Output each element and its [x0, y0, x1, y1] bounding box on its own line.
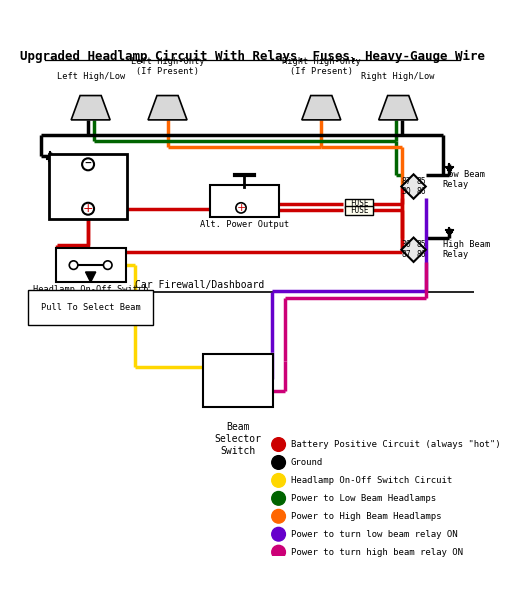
FancyBboxPatch shape	[345, 199, 373, 208]
Text: Left High/Low: Left High/Low	[56, 71, 125, 80]
Text: Left High-Only
(If Present): Left High-Only (If Present)	[131, 57, 204, 76]
Text: Power to Low Beam Headlamps: Power to Low Beam Headlamps	[291, 494, 436, 503]
Text: Low Beam
Relay: Low Beam Relay	[443, 170, 484, 190]
Circle shape	[272, 545, 285, 559]
Text: Pull To Select Beam: Pull To Select Beam	[41, 303, 141, 312]
Text: Power to High Beam Headlamps: Power to High Beam Headlamps	[291, 512, 441, 521]
Text: Upgraded Headlamp Circuit With Relays, Fuses, Heavy-Gauge Wire: Upgraded Headlamp Circuit With Relays, F…	[21, 50, 485, 63]
Text: 87: 87	[401, 250, 410, 259]
Circle shape	[272, 473, 285, 487]
Text: High Out: High Out	[214, 386, 261, 395]
Text: Ground: Ground	[291, 458, 323, 467]
Text: Car Firewall/Dashboard: Car Firewall/Dashboard	[134, 280, 264, 290]
Text: Power to turn low beam relay ON: Power to turn low beam relay ON	[291, 530, 457, 539]
Text: Alt. Power Output: Alt. Power Output	[200, 220, 289, 229]
Text: 85: 85	[416, 240, 426, 249]
Text: 87: 87	[401, 177, 410, 186]
Text: High Beam
Relay: High Beam Relay	[443, 240, 490, 259]
Circle shape	[82, 158, 94, 170]
Text: 85: 85	[416, 177, 426, 186]
Text: FUSE: FUSE	[349, 206, 368, 215]
Text: Beam
Selector
Switch: Beam Selector Switch	[214, 422, 261, 455]
Text: Headlamp On-Off Switch: Headlamp On-Off Switch	[33, 285, 148, 294]
Circle shape	[272, 437, 285, 451]
FancyBboxPatch shape	[210, 185, 279, 217]
Polygon shape	[401, 238, 426, 262]
Text: +: +	[83, 202, 94, 215]
Circle shape	[272, 455, 285, 469]
Text: Low Out: Low Out	[217, 374, 258, 384]
FancyBboxPatch shape	[345, 206, 373, 215]
Circle shape	[103, 261, 112, 269]
FancyBboxPatch shape	[56, 248, 126, 282]
Text: BATTERY: BATTERY	[65, 182, 112, 191]
Text: FUSE: FUSE	[349, 199, 368, 208]
FancyBboxPatch shape	[203, 354, 272, 407]
Polygon shape	[71, 95, 110, 120]
Polygon shape	[302, 95, 341, 120]
Text: +: +	[236, 203, 246, 213]
Text: Alternator: Alternator	[213, 192, 276, 202]
Text: Right High-Only
(If Present): Right High-Only (If Present)	[282, 57, 361, 76]
Text: 30: 30	[401, 187, 410, 196]
Circle shape	[69, 261, 78, 269]
Text: Power In: Power In	[214, 362, 261, 372]
Text: Power to turn high beam relay ON: Power to turn high beam relay ON	[291, 548, 463, 557]
Circle shape	[272, 491, 285, 505]
Text: Battery Positive Circuit (always "hot"): Battery Positive Circuit (always "hot")	[291, 440, 500, 449]
Text: Right High/Low: Right High/Low	[361, 71, 435, 80]
Polygon shape	[401, 175, 426, 199]
Polygon shape	[85, 272, 96, 282]
Text: 86: 86	[416, 250, 426, 259]
Polygon shape	[379, 95, 418, 120]
Circle shape	[272, 509, 285, 523]
Text: 30: 30	[401, 240, 410, 249]
Text: 86: 86	[416, 187, 426, 196]
Circle shape	[82, 203, 94, 215]
Circle shape	[272, 527, 285, 541]
FancyBboxPatch shape	[49, 154, 127, 219]
Polygon shape	[148, 95, 187, 120]
Circle shape	[236, 203, 246, 213]
Text: Headlamp On-Off Switch Circuit: Headlamp On-Off Switch Circuit	[291, 476, 452, 485]
Text: –: –	[85, 157, 92, 172]
